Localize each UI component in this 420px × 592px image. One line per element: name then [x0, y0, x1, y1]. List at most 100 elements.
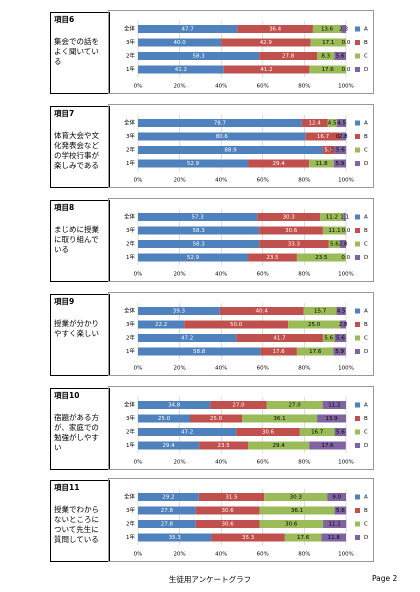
value-label: 11.8: [328, 535, 341, 541]
bar-segment: [257, 213, 321, 221]
item-title: 項目8: [54, 203, 75, 212]
value-label: 5.6: [336, 508, 345, 514]
value-label: 5.9: [335, 349, 344, 355]
legend-label: C: [364, 242, 368, 248]
value-label: 17.1: [322, 40, 334, 46]
legend-swatch: [355, 508, 360, 513]
x-tick-label: 60%: [257, 84, 269, 90]
legend-label: A: [364, 309, 368, 315]
question-box: 項目10 宿題がある方が、家庭での勉強がしやすい: [50, 388, 110, 470]
value-label: 23.5: [266, 255, 279, 261]
bar-segment: [248, 159, 310, 168]
x-tick-label: 80%: [298, 84, 310, 90]
bar-segment: [321, 533, 346, 542]
value-label: 5.6: [336, 148, 345, 154]
bar-segment: [340, 240, 346, 248]
bar-segment: [303, 307, 337, 315]
bar-segment: [322, 226, 346, 235]
bar-segment: [138, 334, 237, 342]
value-label: 36.4: [269, 27, 282, 33]
legend-label: D: [364, 255, 368, 261]
bar-segment: [198, 493, 265, 501]
x-tick-label: 20%: [173, 178, 185, 184]
legend-swatch: [355, 322, 360, 327]
question-box: 項目7 体育大会や文化発表会などの学校行事が楽しみである: [50, 106, 110, 188]
value-label: 30.6: [285, 522, 298, 528]
legend-label: D: [364, 349, 368, 355]
x-tick-label: 80%: [298, 552, 310, 558]
value-label: 47.2: [181, 430, 193, 436]
value-label: 29.4: [272, 161, 285, 167]
value-label: 13.6: [321, 27, 334, 33]
item-question: まじめに授業に取り組んでいる: [54, 225, 99, 254]
legend-label: B: [364, 228, 368, 234]
value-label: 12.4: [308, 121, 321, 127]
value-label: 15.7: [314, 309, 327, 315]
chart: 0% 20% 40% 60% 80% 100% 全体 3年 2年 1年 57.3 30.3 11.2 1.…: [108, 198, 374, 282]
y-tick-label: 1年: [126, 159, 135, 167]
bar-segment: [138, 320, 185, 329]
value-label: 0.0: [341, 255, 350, 261]
bar-segment: [138, 441, 200, 450]
value-label: 16.7: [317, 134, 330, 140]
y-tick-label: 3年: [126, 226, 135, 234]
value-label: 11.8: [315, 161, 328, 167]
value-label: 30.3: [290, 495, 303, 501]
bar-segment: [138, 146, 323, 154]
bar-segment: [309, 441, 346, 450]
bar-segment: [210, 401, 267, 409]
value-label: 5.6: [336, 54, 345, 60]
legend-label: D: [364, 535, 368, 541]
value-label: 58.3: [193, 242, 206, 248]
value-label: 23.5: [315, 255, 328, 261]
value-label: 17.6: [297, 535, 310, 541]
bar-segment: [322, 146, 335, 154]
legend-label: C: [364, 148, 368, 154]
bar-segment: [242, 414, 318, 423]
legend-label: A: [364, 27, 368, 33]
chart: 0% 20% 40% 60% 80% 100% 全体 3年 2年 1年 34.8 27.0 27.0 11…: [108, 386, 374, 470]
question-box: 項目11 授業でわからないところについて先生に質問している: [50, 480, 110, 562]
bar-segment: [219, 307, 304, 315]
x-tick-label: 40%: [215, 460, 227, 466]
bar-segment: [301, 119, 328, 127]
y-tick-label: 2年: [126, 334, 135, 342]
bar-segment: [334, 52, 346, 60]
legend-swatch: [355, 402, 360, 408]
bar-segment: [259, 506, 335, 515]
x-tick-label: 100%: [338, 84, 354, 90]
value-label: 16.7: [311, 430, 324, 436]
x-tick-label: 60%: [257, 272, 269, 278]
bar-segment: [305, 132, 341, 141]
bar-segment: [296, 253, 346, 262]
bar-segment: [138, 132, 306, 141]
value-label: 17.6: [321, 443, 334, 449]
value-label: 40.0: [173, 40, 186, 46]
x-tick-label: 0%: [134, 552, 143, 558]
item-question: 集会での話をよく聞いている: [54, 37, 99, 66]
legend-swatch: [355, 308, 360, 314]
bar-segment: [138, 347, 261, 356]
y-tick-label: 全体: [124, 119, 136, 127]
legend-label: B: [364, 416, 368, 422]
x-tick-label: 20%: [173, 460, 185, 466]
y-tick-label: 3年: [126, 132, 135, 140]
value-label: 0.0: [342, 67, 351, 73]
legend-label: C: [364, 522, 368, 528]
value-label: 0.0: [342, 228, 351, 234]
legend-swatch: [355, 40, 360, 45]
value-label: 30.6: [285, 228, 298, 234]
bar-segment: [138, 533, 212, 542]
bar-segment: [327, 119, 337, 127]
bar-segment: [259, 226, 323, 235]
legend-label: C: [364, 430, 368, 436]
legend-label: A: [364, 121, 368, 127]
item-title: 項目7: [54, 109, 75, 118]
value-label: 5.6: [330, 242, 339, 248]
bar-segment: [322, 334, 335, 342]
x-tick-label: 60%: [257, 366, 269, 372]
item-title: 項目6: [54, 15, 75, 24]
value-label: 30.6: [222, 522, 235, 528]
value-label: 27.8: [282, 54, 295, 60]
item-title: 項目10: [54, 391, 80, 400]
